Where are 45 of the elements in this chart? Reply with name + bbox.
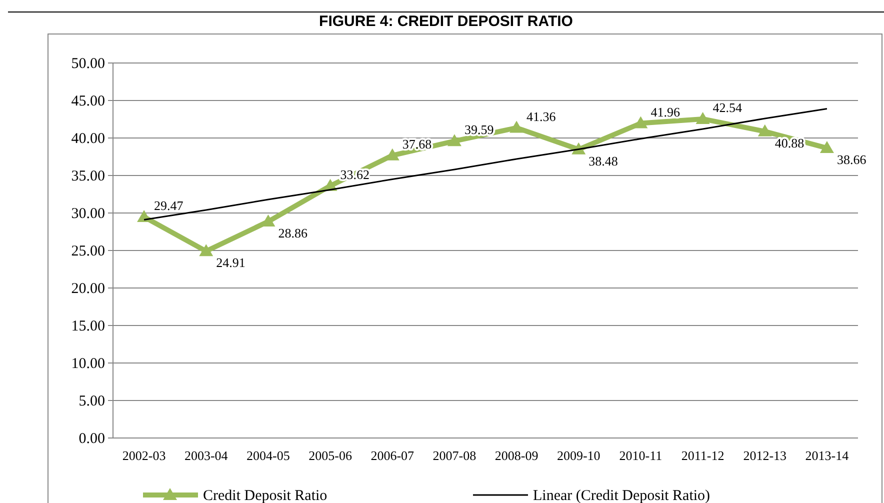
- y-tick-label: 45.00: [71, 94, 105, 110]
- x-tick-label: 2010-11: [619, 448, 662, 463]
- x-tick-label: 2008-09: [494, 448, 538, 463]
- y-tick-label: 10.00: [71, 356, 105, 372]
- data-label: 41.36: [526, 108, 556, 124]
- point: [510, 120, 524, 133]
- x-tick-label: 2002-03: [122, 448, 166, 463]
- chart-title: FIGURE 4: CREDIT DEPOSIT RATIO: [319, 13, 574, 30]
- legend-label: Credit Deposit Ratio: [203, 488, 328, 503]
- y-tick-label: 15.00: [71, 318, 105, 334]
- x-tick-label: 2013-14: [805, 448, 850, 463]
- x-tick-label: 2009-10: [556, 448, 600, 463]
- data-label: 40.88: [774, 135, 804, 150]
- data-label: 39.59: [464, 122, 494, 138]
- x-tick-label: 2012-13: [743, 448, 787, 463]
- y-tick-label: 0.00: [78, 431, 105, 447]
- y-tick-label: 30.00: [71, 206, 105, 222]
- legend-label: Linear (Credit Deposit Ratio): [533, 488, 710, 503]
- data-label: 38.48: [588, 153, 618, 168]
- x-tick-label: 2004-05: [246, 448, 290, 463]
- data-label: 29.47: [154, 198, 184, 213]
- y-tick-label: 20.00: [71, 281, 105, 297]
- y-tick-label: 40.00: [71, 131, 105, 147]
- data-label: 42.54: [712, 100, 743, 115]
- data-label: 38.66: [836, 152, 867, 168]
- y-tick-label: 35.00: [71, 168, 105, 184]
- y-tick-label: 25.00: [71, 244, 105, 260]
- data-label: 41.96: [650, 104, 680, 120]
- y-tick-label: 50.00: [71, 56, 105, 72]
- point: [758, 124, 772, 136]
- data-label: 28.86: [278, 226, 308, 241]
- x-tick-label: 2003-04: [184, 448, 228, 463]
- x-tick-label: 2007-08: [432, 448, 476, 463]
- point: [199, 244, 214, 256]
- point: [447, 134, 462, 146]
- data-label: 37.68: [402, 136, 432, 152]
- x-tick-label: 2006-07: [370, 448, 415, 463]
- point: [634, 116, 648, 128]
- x-tick-label: 2005-06: [308, 448, 352, 463]
- x-tick-label: 2011-12: [681, 448, 724, 463]
- y-tick-label: 5.00: [78, 394, 105, 410]
- point: [820, 141, 834, 154]
- point: [696, 112, 710, 124]
- data-label: 33.62: [340, 166, 370, 182]
- data-label: 24.91: [216, 255, 246, 270]
